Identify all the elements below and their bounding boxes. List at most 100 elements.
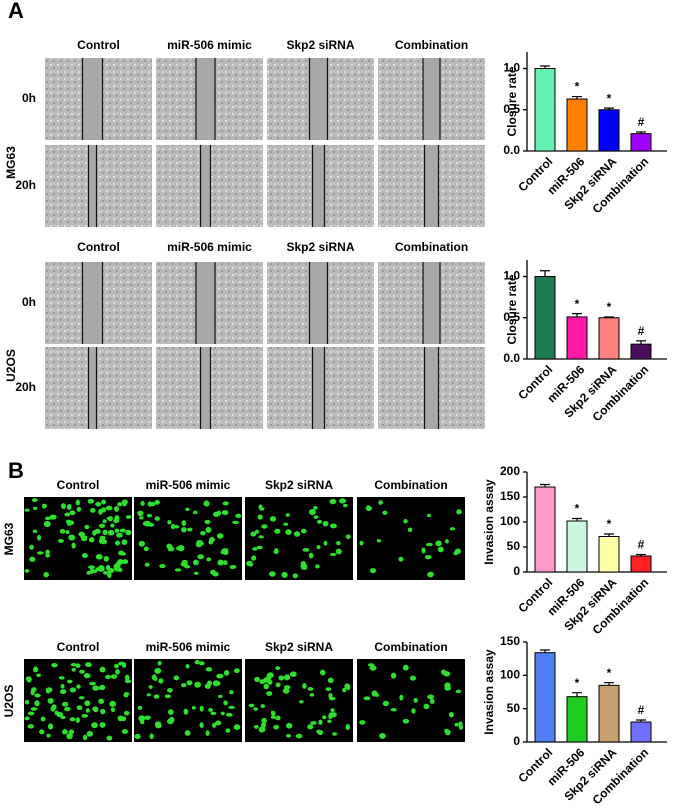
cell-dot bbox=[208, 707, 213, 712]
column-header: Combination bbox=[374, 478, 447, 492]
error-bar bbox=[636, 719, 646, 722]
scratch-image bbox=[45, 145, 152, 227]
cell-dot bbox=[60, 503, 67, 510]
cell-dot bbox=[382, 700, 389, 707]
cell-dot bbox=[89, 681, 96, 686]
cell-dot bbox=[367, 663, 375, 667]
bar bbox=[630, 133, 652, 152]
cell-dot bbox=[31, 498, 38, 503]
bar bbox=[566, 696, 588, 743]
cell-dot bbox=[449, 527, 456, 531]
cell-dot bbox=[114, 663, 119, 669]
significance-marker: * bbox=[607, 91, 612, 105]
scratch-gap bbox=[88, 145, 97, 227]
cell-dot bbox=[278, 675, 285, 681]
error-bar bbox=[604, 316, 614, 318]
y-tick-label: 0.0 bbox=[503, 143, 520, 157]
cell-dot bbox=[192, 559, 199, 566]
cell-dot bbox=[390, 672, 397, 679]
cell-dot bbox=[379, 732, 386, 739]
cell-dot bbox=[330, 708, 335, 713]
scratch-gap bbox=[423, 58, 440, 140]
cell-dot bbox=[105, 674, 111, 680]
bar bbox=[534, 68, 556, 152]
cell-dot bbox=[310, 721, 317, 725]
cell-dot bbox=[90, 507, 96, 513]
cell-dot bbox=[67, 679, 73, 684]
cell-dot bbox=[454, 722, 459, 727]
cell-dot bbox=[323, 540, 328, 546]
cell-dot bbox=[33, 506, 38, 510]
cell-dot bbox=[283, 674, 291, 681]
cell-dot bbox=[327, 677, 334, 684]
cell-dot bbox=[153, 694, 160, 699]
cell-dot bbox=[148, 685, 153, 689]
cell-dot bbox=[88, 565, 95, 570]
cell-dot bbox=[167, 546, 175, 552]
cell-dot bbox=[181, 527, 187, 533]
cell-dot bbox=[24, 699, 30, 705]
cell-dot bbox=[60, 689, 67, 695]
cell-dot bbox=[435, 540, 442, 547]
cell-dot bbox=[107, 529, 115, 536]
bar bbox=[630, 721, 652, 743]
significance-marker: # bbox=[638, 324, 645, 338]
cell-dot bbox=[318, 719, 323, 725]
fluorescence-image bbox=[24, 659, 132, 742]
cell-dot bbox=[199, 705, 204, 712]
cell-dot bbox=[58, 538, 64, 543]
cell-dot bbox=[204, 519, 211, 525]
cell-dot bbox=[154, 721, 162, 726]
cell-dot bbox=[233, 668, 240, 674]
cell-dot bbox=[382, 510, 388, 515]
cell-dot bbox=[30, 689, 35, 696]
error-bar bbox=[540, 65, 550, 69]
cell-dot bbox=[455, 689, 462, 694]
y-tick-label: 0.0 bbox=[503, 351, 520, 365]
cell-dot bbox=[275, 666, 281, 671]
cell-dot bbox=[105, 505, 113, 511]
scratch-gap bbox=[200, 145, 211, 227]
cell-dot bbox=[275, 715, 281, 721]
cell-dot bbox=[286, 733, 292, 738]
cell-dot bbox=[151, 674, 157, 681]
cell-dot bbox=[154, 667, 162, 674]
cell-dot bbox=[266, 672, 274, 679]
cell-dot bbox=[253, 724, 259, 729]
y-tick-label: 50 bbox=[507, 701, 521, 715]
column-header: Combination bbox=[395, 38, 468, 52]
cell-dot bbox=[266, 691, 273, 696]
cell-dot bbox=[167, 520, 172, 525]
cell-dot bbox=[49, 514, 56, 520]
cell-dot bbox=[76, 705, 83, 711]
significance-marker: # bbox=[638, 538, 645, 552]
cell-dot bbox=[107, 567, 115, 574]
y-axis-label: Invasion assay bbox=[482, 479, 496, 565]
cell-dot bbox=[125, 515, 132, 519]
cell-dot bbox=[403, 519, 408, 524]
cell-dot bbox=[216, 674, 224, 679]
cell-dot bbox=[59, 528, 66, 534]
cell-dot bbox=[260, 722, 267, 729]
cell-dot bbox=[443, 671, 451, 677]
cell-dot bbox=[426, 513, 431, 518]
cell-dot bbox=[56, 711, 64, 718]
cell-dot bbox=[138, 540, 145, 547]
cell-dot bbox=[233, 724, 241, 731]
cell-dot bbox=[261, 717, 267, 724]
cell-dot bbox=[92, 706, 98, 712]
cell-dot bbox=[43, 520, 51, 528]
scratch-gap bbox=[312, 347, 325, 429]
cell-dot bbox=[285, 722, 293, 729]
cell-dot bbox=[36, 551, 44, 555]
cell-line-label: U2OS bbox=[2, 685, 16, 718]
cell-dot bbox=[342, 687, 347, 693]
cell-dot bbox=[181, 683, 187, 688]
cell-dot bbox=[119, 528, 126, 533]
scratch-gap bbox=[309, 58, 328, 140]
cell-dot bbox=[328, 692, 333, 699]
scratch-gap bbox=[309, 262, 328, 344]
panel-label: A bbox=[8, 0, 24, 23]
cell-dot bbox=[319, 669, 326, 676]
